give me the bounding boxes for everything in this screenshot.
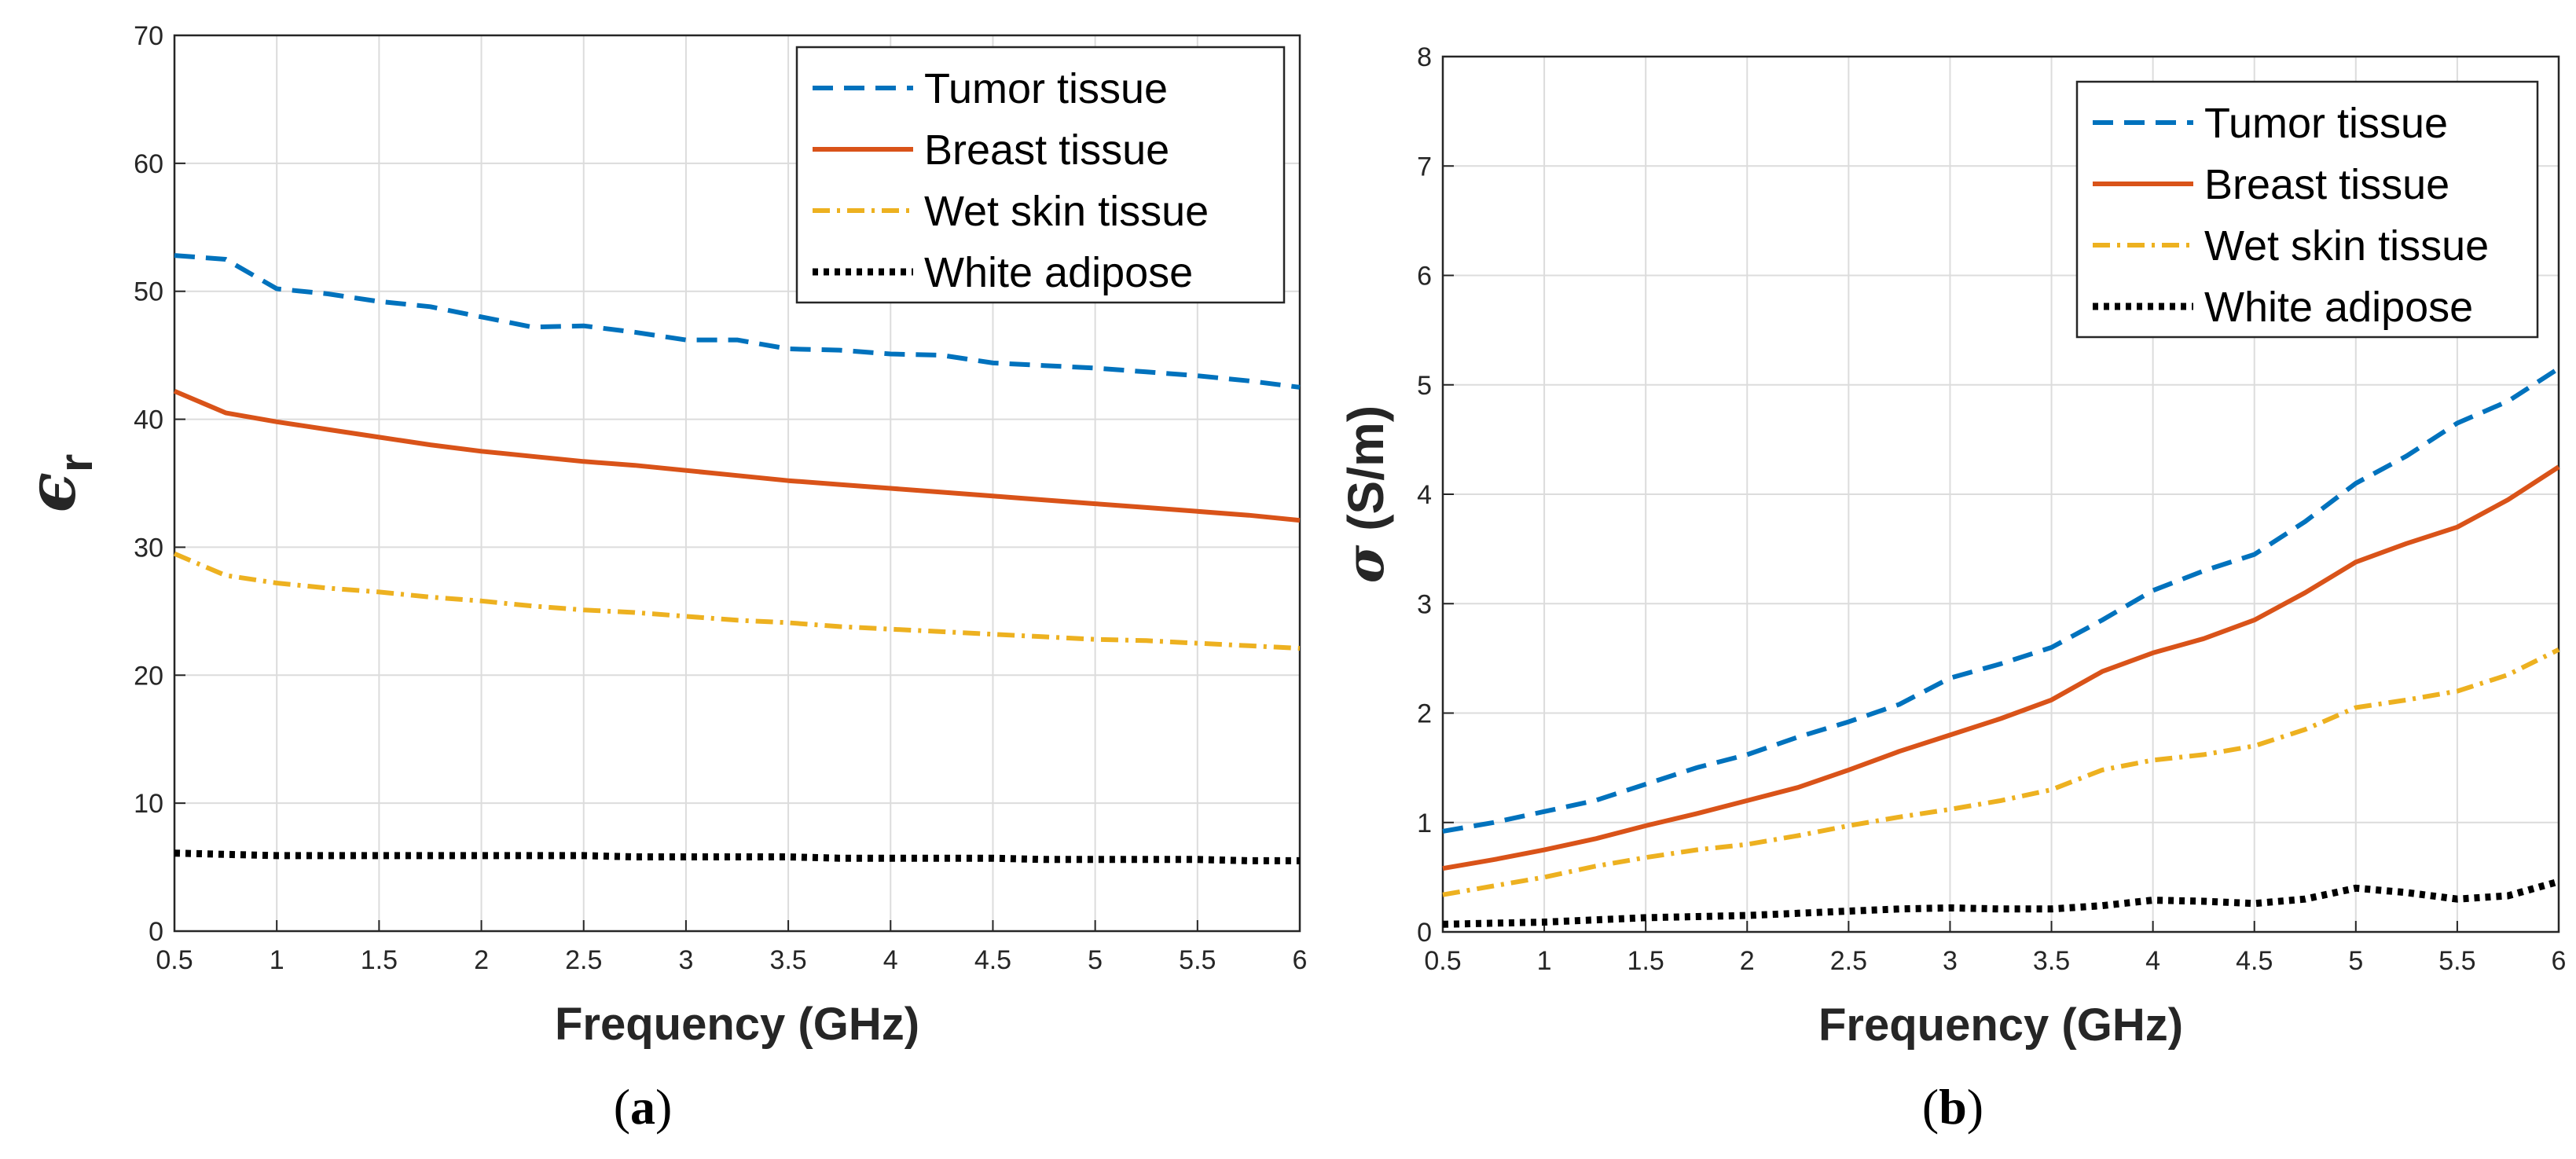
axes-frame xyxy=(173,34,1301,933)
x-tick-label: 2.5 xyxy=(1830,946,1867,976)
series-line-tumor-tissue xyxy=(174,253,1301,390)
y-tick-label: 5 xyxy=(1417,371,1432,401)
y-tick-label: 3 xyxy=(1417,589,1432,619)
legend-label: Breast tissue xyxy=(2204,161,2449,208)
legend-label: White adipose xyxy=(2204,284,2473,331)
legend-label: Wet skin tissue xyxy=(2204,222,2489,270)
y-axis-symbol: σ xyxy=(1334,545,1396,583)
y-axis-subscript: r xyxy=(50,454,102,472)
y-axis-symbol: ϵ xyxy=(13,472,90,512)
x-tick-label: 3.5 xyxy=(2033,946,2070,976)
x-tick-label: 5 xyxy=(1088,945,1103,975)
x-tick-label: 4.5 xyxy=(2236,946,2273,976)
x-tick-label: 0.5 xyxy=(1424,946,1461,976)
legend-label: Wet skin tissue xyxy=(924,188,1209,235)
y-tick-label: 2 xyxy=(1417,699,1432,729)
x-tick-label: 1 xyxy=(270,945,284,975)
x-tick-label: 2.5 xyxy=(565,945,602,975)
y-tick-label: 10 xyxy=(134,789,163,819)
y-tick-label: 0 xyxy=(1417,918,1432,948)
x-tick-label: 4 xyxy=(883,945,898,975)
x-tick-label: 1.5 xyxy=(361,945,398,975)
legend-box xyxy=(2075,80,2539,339)
x-tick-label: 4 xyxy=(2145,946,2160,976)
y-tick-label: 20 xyxy=(134,661,163,691)
x-tick-label: 3 xyxy=(678,945,693,975)
chart-panel-b: 0.5 1 1.5 2 2.5 3 3.5 4 4.5 5 5.5 6 0 1 2 3 4 5 6 7 8 Tumor t… xyxy=(1334,42,2566,1135)
y-tick-label: 50 xyxy=(134,277,163,307)
y-tick-label: 60 xyxy=(134,149,163,179)
panel-caption: (b) xyxy=(1922,1079,1983,1135)
series-line-wet-skin-tissue xyxy=(173,551,1301,651)
x-tick-label: 0.5 xyxy=(156,945,193,975)
caption-letter: b xyxy=(1939,1079,1967,1135)
caption-close: ) xyxy=(1967,1079,1983,1135)
x-tick-label: 3.5 xyxy=(769,945,806,975)
chart-panel-a: 0.5 1 1.5 2 2.5 3 3.5 4 4.5 5 5.5 6010203040506070T… xyxy=(13,21,1307,1135)
series-line-white-adipose xyxy=(174,849,1300,864)
x-tick-label: 5 xyxy=(2348,946,2363,976)
y-tick-label: 70 xyxy=(134,21,163,51)
legend-label: Tumor tissue xyxy=(924,65,1168,112)
legend-label: White adipose xyxy=(924,249,1193,296)
x-tick-label: 5.5 xyxy=(1179,945,1216,975)
y-tick-label: 6 xyxy=(1417,262,1432,292)
y-tick-label: 1 xyxy=(1417,809,1432,838)
series-line-wet-skin-tissue xyxy=(1442,647,2560,897)
x-tick-label: 6 xyxy=(2552,946,2567,976)
x-tick-label: 2 xyxy=(1740,946,1755,976)
x-tick-label: 3 xyxy=(1943,946,1958,976)
caption-open: ( xyxy=(614,1079,630,1135)
y-tick-label: 4 xyxy=(1417,480,1432,510)
y-tick-label: 40 xyxy=(134,405,163,435)
series-line-breast-tissue xyxy=(1442,464,2560,871)
x-tick-label: 1.5 xyxy=(1627,946,1664,976)
y-tick-label: 30 xyxy=(134,533,163,563)
y-axis-unit: (S/m) xyxy=(1338,405,1394,545)
y-axis-label: ϵr xyxy=(13,454,102,513)
x-tick-label: 1 xyxy=(1537,946,1552,976)
series-line-breast-tissue xyxy=(173,388,1301,523)
series-line-tumor-tissue xyxy=(1442,366,2560,834)
x-axis-label: Frequency (GHz) xyxy=(555,999,919,1050)
y-tick-label: 8 xyxy=(1417,42,1432,72)
caption-close: ) xyxy=(655,1079,672,1135)
x-tick-label: 4.5 xyxy=(974,945,1011,975)
caption-letter: a xyxy=(630,1079,655,1135)
y-tick-label: 0 xyxy=(149,917,163,947)
legend-label: Tumor tissue xyxy=(2204,100,2448,147)
y-tick-label: 7 xyxy=(1417,152,1432,182)
x-tick-label: 6 xyxy=(1293,945,1308,975)
panel-caption: (a) xyxy=(614,1079,673,1135)
legend-label: Breast tissue xyxy=(924,127,1169,174)
x-axis-label: Frequency (GHz) xyxy=(1818,999,2183,1051)
x-tick-label: 5.5 xyxy=(2438,946,2475,976)
y-axis-label: σ (S/m) xyxy=(1334,405,1396,583)
caption-open: ( xyxy=(1922,1079,1939,1135)
x-tick-label: 2 xyxy=(474,945,489,975)
